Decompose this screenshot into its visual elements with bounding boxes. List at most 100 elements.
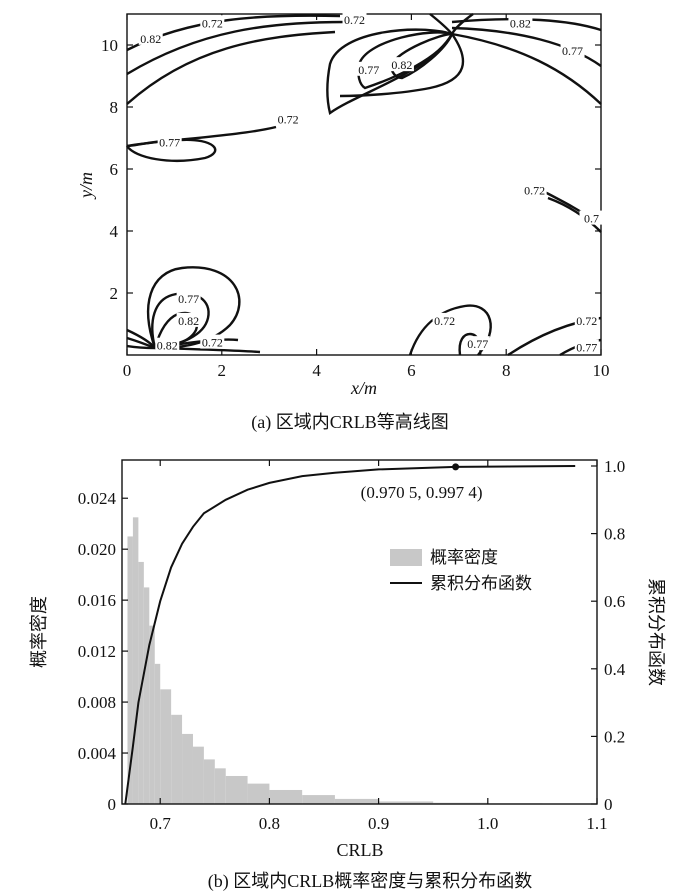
y-axis-label: y/m (76, 172, 96, 200)
histogram-bar (269, 789, 303, 804)
histogram-bar (171, 714, 183, 804)
x-tick-label: 0.9 (368, 814, 389, 833)
y-tick-label: 6 (110, 160, 119, 179)
annotation-label: (0.970 5, 0.997 4) (361, 483, 483, 502)
contour-label-bg (342, 12, 367, 27)
contour-label-bg (200, 334, 225, 349)
y-tick-label-right: 0.4 (604, 660, 626, 679)
contour-label-bg (155, 337, 180, 352)
legend-swatch-density (390, 549, 422, 566)
y-tick-label-left: 0.004 (78, 744, 117, 763)
histogram-bar (182, 733, 193, 804)
y-tick-label-right: 0.6 (604, 592, 625, 611)
contour-label-bg (508, 15, 533, 30)
y-tick-label: 2 (110, 284, 119, 303)
histogram-bar (214, 768, 226, 804)
histogram-panel: 0.7 0.8 0.9 1.0 1.100.0040.0080.0120.0160.02… (29, 457, 666, 892)
y-tick-label-right: 0.8 (604, 525, 625, 544)
contour-label: 0.72 (202, 16, 223, 30)
histogram-bar (127, 536, 133, 804)
histogram-plot-frame (121, 459, 598, 805)
contour-label: 0.77 (562, 44, 583, 58)
contour-line (450, 13, 474, 35)
legend-label-cdf: 累积分布函数 (430, 574, 532, 593)
histogram-bar (154, 663, 161, 804)
x-tick-label: 10 (593, 361, 610, 380)
contour-label-bg (176, 312, 201, 327)
contour-label: 0.72 (524, 184, 545, 198)
y-tick-label-left: 0.020 (78, 540, 116, 559)
annotation-point (452, 463, 460, 471)
contour-label: 0.77 (576, 340, 597, 354)
y-tick-label-left: 0 (108, 795, 117, 814)
x-tick-label: 2 (218, 361, 227, 380)
x-tick-label: 0.7 (150, 814, 172, 833)
contour-label-bg (176, 291, 201, 306)
contour-label: 0.82 (510, 16, 531, 30)
histogram-bar (302, 795, 335, 804)
contour-label-bg (579, 210, 604, 225)
contour-label: 0.72 (202, 336, 223, 350)
histogram-bar (203, 759, 215, 804)
contour-label: 0.77 (467, 337, 488, 351)
contour-label-bg (276, 111, 301, 126)
contour-label: 0.72 (344, 13, 365, 27)
contour-line (126, 344, 156, 350)
contour-label-bg (138, 30, 163, 45)
x-tick-label: 8 (502, 361, 511, 380)
contour-label: 0.82 (178, 314, 199, 328)
y-axis-label-right: 累积分布函数 (646, 578, 666, 686)
contour-level-labels: 0.720.820.720.77 0.820.820.770.720.770.72… (138, 12, 604, 354)
histogram-bar (192, 746, 204, 804)
contour-label: 0.77 (159, 136, 180, 150)
histogram-bar (143, 587, 150, 804)
contour-line (326, 28, 454, 115)
contour-line (339, 33, 465, 98)
caption-b: (b) 区域内CRLB概率密度与累积分布函数 (208, 871, 533, 892)
cdf-line (124, 465, 576, 805)
contour-label: 0.7 (584, 212, 599, 226)
histogram-bar (225, 775, 248, 804)
histogram-bar (247, 783, 270, 804)
contour-label: 0.77 (178, 292, 199, 306)
y-tick-label-left: 0.024 (78, 489, 117, 508)
contour-label-bg (574, 312, 599, 327)
x-tick-label: 4 (312, 361, 321, 380)
x-tick-label: 0 (123, 361, 132, 380)
caption-a: (a) 区域内CRLB等高线图 (251, 412, 449, 433)
y-tick-label: 4 (110, 222, 119, 241)
contour-label-bg (465, 336, 490, 351)
contour-label-bg (200, 15, 225, 30)
contour-label-bg (356, 61, 381, 76)
contour-label-bg (522, 182, 547, 197)
y-tick-label: 8 (110, 98, 119, 117)
contour-label-bg (560, 43, 585, 58)
contour-label: 0.72 (576, 314, 597, 328)
contour-label: 0.77 (358, 63, 379, 77)
histogram-bar (378, 801, 434, 804)
x-tick-label: 6 (407, 361, 416, 380)
contour-line (126, 20, 346, 76)
x-tick-label: 0.8 (259, 814, 280, 833)
histogram-bar (132, 517, 139, 804)
contour-line (451, 26, 602, 67)
contour-label: 0.82 (391, 58, 412, 72)
x-tick-label: 1.1 (586, 814, 607, 833)
contour-label-bg (574, 339, 599, 354)
y-axis-label-left: 概率密度 (29, 596, 49, 668)
histogram-bar (334, 798, 379, 804)
contour-label: 0.72 (278, 112, 299, 126)
y-tick-label-left: 0.016 (78, 591, 116, 610)
x-axis-label: x/m (350, 378, 377, 398)
contour-line (451, 32, 602, 105)
contour-line (390, 32, 454, 80)
y-tick-label: 10 (101, 36, 118, 55)
histogram-bar (149, 625, 155, 804)
y-tick-label-right: 1.0 (604, 457, 625, 476)
contour-line (408, 304, 492, 356)
y-tick-label-left: 0.008 (78, 693, 116, 712)
contour-label-bg (432, 312, 457, 327)
x-tick-label: 1.0 (477, 814, 498, 833)
histogram-bar (160, 689, 172, 804)
